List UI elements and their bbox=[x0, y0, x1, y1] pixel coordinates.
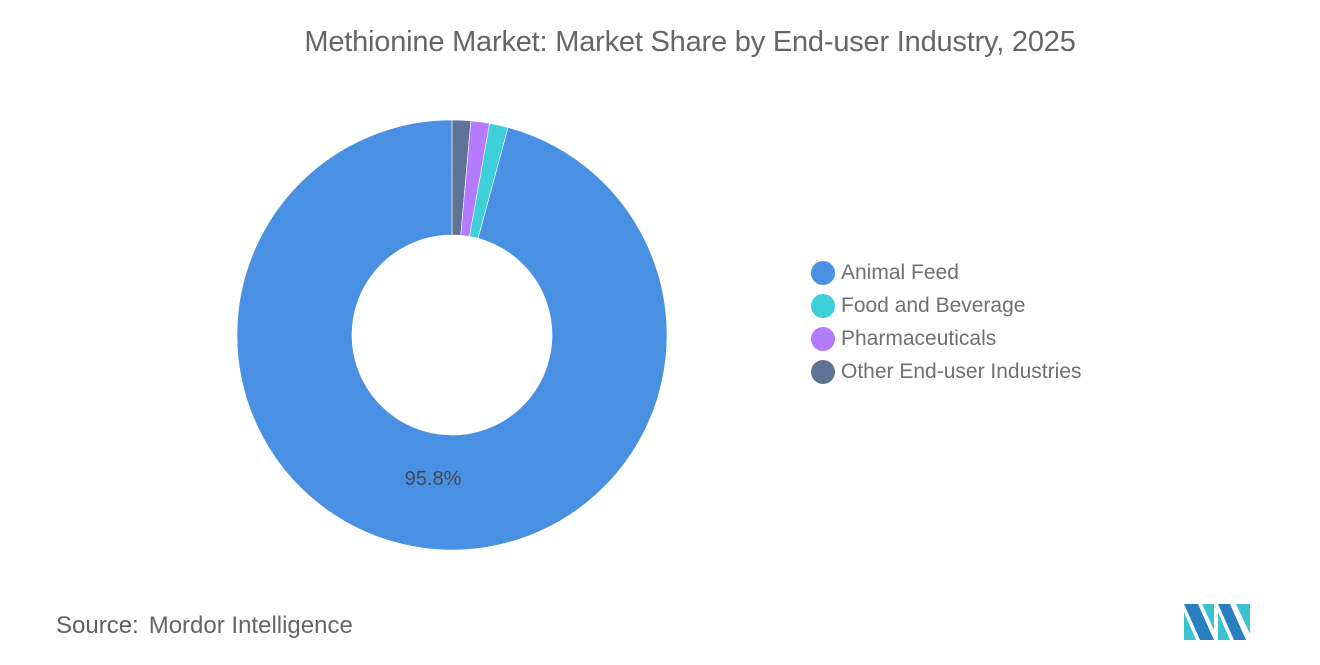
chart-legend: Animal Feed Food and Beverage Pharmaceut… bbox=[811, 256, 1081, 388]
legend-label: Pharmaceuticals bbox=[841, 326, 997, 350]
donut-slices bbox=[236, 119, 668, 551]
other-end-user-industries-swatch-icon bbox=[811, 359, 835, 384]
chart-title: Methionine Market: Market Share by End-u… bbox=[304, 26, 1076, 58]
animal-feed-data-label: 95.8% bbox=[405, 468, 462, 490]
legend-item-other-end-user-industries[interactable]: Other End-user Industries bbox=[811, 355, 1081, 388]
mordor-intelligence-logo-icon bbox=[1184, 604, 1250, 640]
source-label: Source: bbox=[56, 612, 139, 639]
legend-label: Animal Feed bbox=[841, 260, 959, 284]
source-value: Mordor Intelligence bbox=[148, 612, 353, 639]
food-and-beverage-swatch-icon bbox=[811, 293, 835, 318]
animal-feed-swatch-icon bbox=[811, 260, 835, 285]
slice-animal-feed[interactable] bbox=[236, 119, 668, 551]
source-note: Source: Mordor Intelligence bbox=[56, 612, 353, 640]
legend-item-food-and-beverage[interactable]: Food and Beverage bbox=[811, 289, 1081, 322]
legend-item-pharmaceuticals[interactable]: Pharmaceuticals bbox=[811, 322, 1081, 355]
legend-item-animal-feed[interactable]: Animal Feed bbox=[811, 256, 1081, 289]
legend-label: Other End-user Industries bbox=[841, 359, 1082, 383]
legend-label: Food and Beverage bbox=[841, 293, 1026, 317]
pharmaceuticals-swatch-icon bbox=[811, 326, 835, 351]
